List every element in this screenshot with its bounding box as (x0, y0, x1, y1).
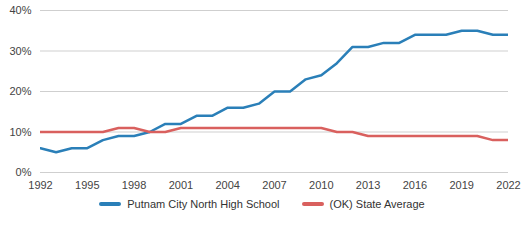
svg-text:2013: 2013 (356, 179, 380, 191)
svg-text:1992: 1992 (28, 179, 52, 191)
svg-text:2022: 2022 (496, 179, 520, 191)
svg-text:2019: 2019 (449, 179, 473, 191)
svg-text:40%: 40% (9, 4, 31, 16)
svg-text:2007: 2007 (262, 179, 286, 191)
svg-text:1998: 1998 (122, 179, 146, 191)
svg-text:20%: 20% (9, 85, 31, 97)
svg-text:10%: 10% (9, 126, 31, 138)
html-text:Putnam City North High School: Putnam City North High School (127, 198, 280, 210)
svg-text:1995: 1995 (75, 179, 99, 191)
svg-text:2001: 2001 (169, 179, 193, 191)
html-text:(OK) State Average: (OK) State Average (329, 198, 425, 210)
svg-text:2004: 2004 (215, 179, 239, 191)
svg-text:30%: 30% (9, 45, 31, 57)
svg-text:2016: 2016 (403, 179, 427, 191)
svg-text:0%: 0% (16, 166, 32, 178)
svg-text:2010: 2010 (309, 179, 333, 191)
